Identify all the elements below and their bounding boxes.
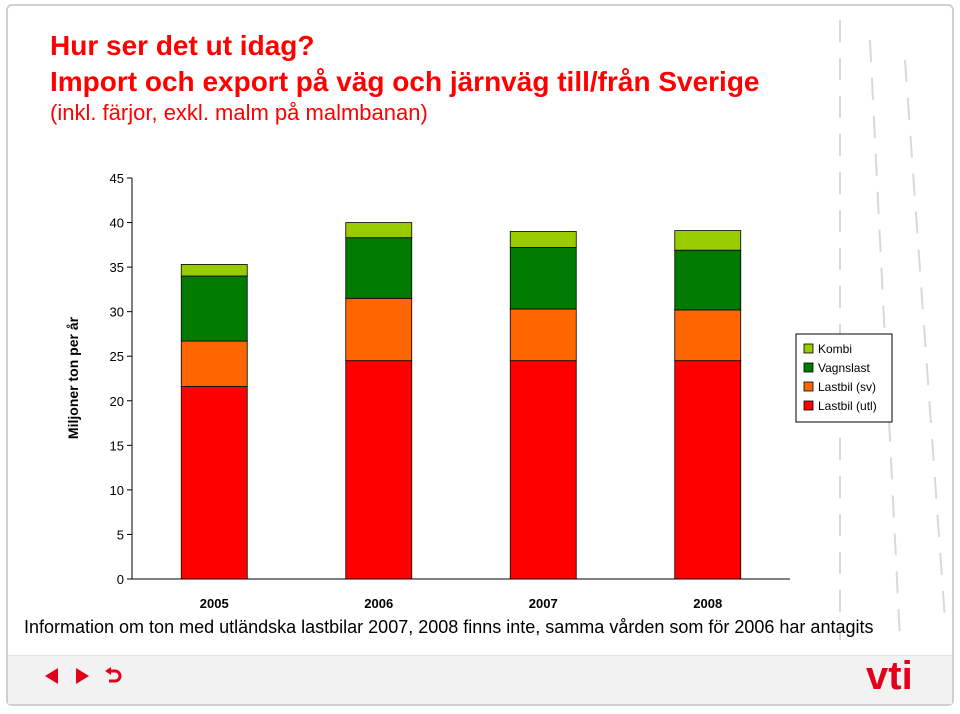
slide-frame	[6, 4, 954, 706]
legend-label: Lastbil (utl)	[818, 399, 877, 413]
bar-segment-vagnslast-2006	[345, 237, 413, 299]
y-tick-label: 35	[110, 260, 124, 275]
prev-arrow-icon[interactable]	[42, 666, 62, 686]
x-tick-label: 2005	[200, 596, 229, 611]
y-tick-label: 20	[110, 394, 124, 409]
y-tick-label: 25	[110, 349, 124, 364]
y-tick-label: 10	[110, 483, 124, 498]
bar-segment-vagnslast-2005	[180, 275, 248, 342]
y-tick-label: 45	[110, 171, 124, 186]
bar-segment-lastbil-utl-2006	[345, 360, 413, 580]
bar-segment-kombi-2005	[180, 264, 248, 277]
bar-segment-lastbil-utl-2008	[674, 360, 742, 580]
legend-label: Vagnslast	[818, 361, 870, 375]
y-axis-label: Miljoner ton per år	[65, 316, 81, 439]
slide-subtitle: (inkl. färjor, exkl. malm på malmbanan)	[50, 100, 428, 125]
legend-swatch	[803, 343, 814, 354]
x-tick-label: 2007	[529, 596, 558, 611]
y-tick-label: 40	[110, 216, 124, 231]
legend-swatch	[803, 400, 814, 411]
legend-label: Kombi	[818, 342, 852, 356]
return-icon[interactable]	[103, 666, 123, 686]
bar-segment-kombi-2007	[509, 231, 577, 248]
bar-segment-lastbil-sv-2005	[180, 340, 248, 387]
y-tick-label: 15	[110, 438, 124, 453]
x-tick-label: 2006	[364, 596, 393, 611]
y-tick-label: 0	[117, 572, 124, 587]
bar-segment-lastbil-utl-2005	[180, 386, 248, 580]
title-line-1: Hur ser det ut idag?	[50, 30, 315, 61]
bar-segment-vagnslast-2008	[674, 249, 742, 311]
bar-segment-kombi-2008	[674, 230, 742, 251]
legend-label: Lastbil (sv)	[818, 380, 876, 394]
vti-logo: vti	[866, 654, 913, 698]
y-tick-label: 30	[110, 305, 124, 320]
bar-segment-lastbil-utl-2007	[509, 360, 577, 580]
next-arrow-icon[interactable]	[72, 666, 92, 686]
bar-segment-lastbil-sv-2007	[509, 308, 577, 362]
slide-title: Hur ser det ut idag? Import och export p…	[50, 28, 760, 100]
bottom-bar	[8, 655, 952, 704]
y-tick-label: 5	[117, 527, 124, 542]
x-tick-label: 2008	[693, 596, 722, 611]
bar-segment-kombi-2006	[345, 222, 413, 239]
legend-swatch	[803, 381, 814, 392]
footnote: Information om ton med utländska lastbil…	[24, 617, 874, 637]
bar-segment-lastbil-sv-2008	[674, 309, 742, 362]
bar-segment-vagnslast-2007	[509, 247, 577, 310]
bar-segment-lastbil-sv-2006	[345, 297, 413, 362]
title-line-2: Import och export på väg och järnväg til…	[50, 66, 760, 97]
legend-swatch	[803, 362, 814, 373]
